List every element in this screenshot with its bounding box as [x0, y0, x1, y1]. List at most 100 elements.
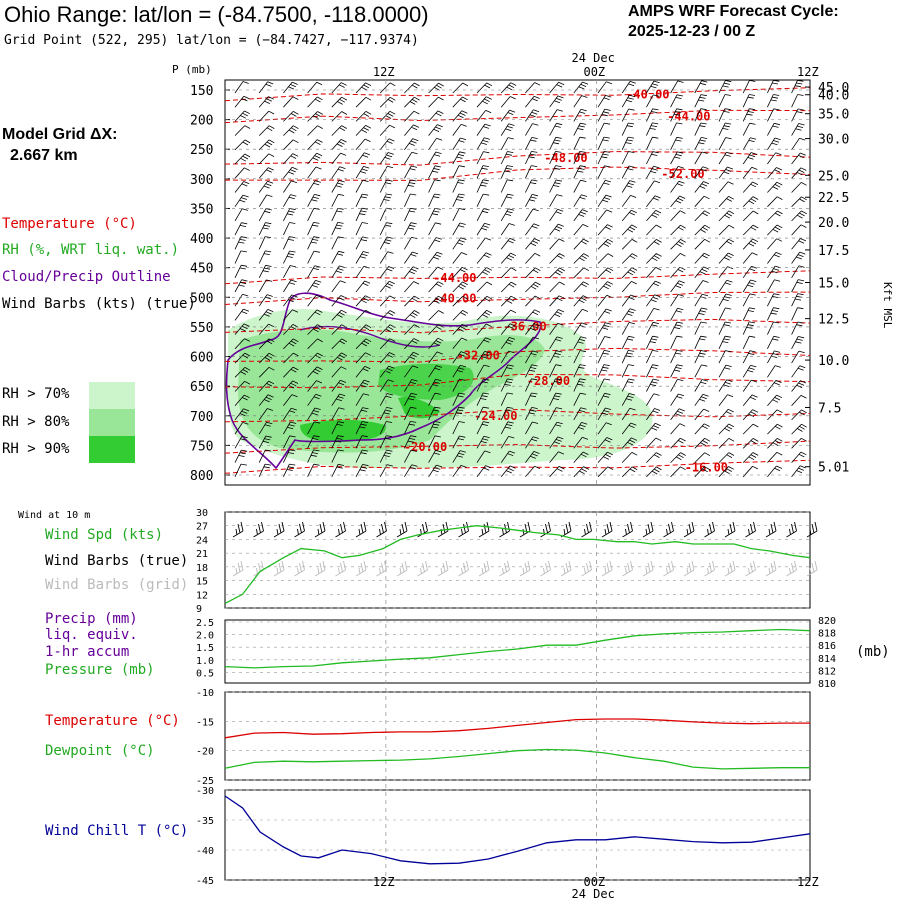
wind-barb	[355, 251, 370, 264]
wind-barb	[742, 122, 756, 136]
wind-barb	[307, 435, 320, 449]
wind-barb	[307, 152, 323, 165]
wind-barb	[621, 165, 635, 179]
wind-barb	[428, 281, 444, 293]
height-tick-label: 5.01	[818, 461, 849, 476]
wind-barb	[500, 350, 515, 364]
wind-barb	[742, 364, 757, 378]
wind-barb	[621, 108, 635, 122]
wind-barb	[767, 252, 782, 264]
wind-barb	[718, 307, 732, 321]
wind-barb	[500, 337, 516, 350]
wind-barb	[694, 437, 711, 449]
wind-barb	[791, 224, 807, 236]
wind-barb	[767, 94, 780, 108]
wind-barb	[791, 279, 805, 293]
label-precip-3: 1-hr accum	[45, 644, 130, 660]
wind-barb	[767, 293, 780, 307]
rh90-region-1	[378, 363, 474, 400]
wind-barb	[573, 108, 587, 122]
wind-barb	[379, 379, 394, 392]
wind-barb	[597, 364, 610, 378]
wind-barb	[283, 294, 298, 307]
wind-barb	[379, 266, 395, 279]
wind-barb	[476, 252, 492, 264]
wind-barb	[331, 352, 347, 364]
pressure-tick-label: 600	[190, 351, 213, 366]
wind-barb	[476, 378, 490, 392]
height-tick-label: 22.5	[818, 191, 849, 206]
y-tick-label: 12	[196, 590, 208, 601]
wind-barb	[670, 294, 685, 307]
wind-barb	[476, 237, 492, 250]
grid-point: Grid Point (522, 295) lat/lon = (−84.742…	[4, 33, 419, 48]
legend-rh: RH (%, WRT liq. wat.)	[2, 242, 180, 258]
wind-barb	[791, 238, 807, 250]
wind-barb	[694, 293, 709, 307]
wind-barb	[694, 151, 708, 165]
wind-barb	[718, 279, 733, 293]
wind-barb	[670, 364, 683, 378]
wind-barb	[646, 224, 662, 236]
wind-barb	[234, 139, 251, 151]
wind-barb	[476, 350, 491, 364]
wind-barb	[767, 394, 783, 406]
wind-barb	[331, 96, 348, 108]
wind-barb	[694, 94, 707, 108]
wind-barb	[452, 378, 466, 392]
wind-barb	[331, 82, 347, 94]
wind-barb	[549, 392, 562, 406]
wind-barb-10m-true	[601, 521, 613, 538]
wind-barb-10m-true	[745, 521, 756, 538]
wind-barb	[549, 136, 562, 150]
wind-barb	[307, 125, 323, 136]
wind-barb	[404, 207, 417, 222]
wind-barb	[404, 82, 420, 94]
series-line	[224, 718, 810, 739]
wind-barb	[791, 152, 806, 165]
wind-barb	[283, 81, 298, 94]
wind-barb	[549, 466, 565, 478]
wind-barb	[767, 321, 780, 335]
wind-barb	[500, 392, 514, 406]
wind-barb	[355, 280, 371, 293]
wind-barb-10m-true	[273, 521, 285, 538]
wind-barb-10m-grid	[478, 560, 490, 577]
wind-barb	[331, 193, 345, 207]
isotherm-line	[224, 151, 811, 166]
wind-barb	[355, 464, 369, 477]
wind-barb	[718, 350, 732, 364]
wind-barb	[742, 438, 759, 449]
wind-barb	[452, 295, 469, 307]
wind-barb	[379, 435, 393, 449]
wind-barb	[452, 96, 468, 108]
wind-barb	[428, 222, 442, 236]
wind-barb	[355, 366, 371, 378]
wind-barb	[404, 124, 420, 136]
wind-barb	[428, 237, 442, 250]
wind-barb	[258, 294, 273, 307]
wind-barb	[767, 152, 782, 165]
wind-barb	[234, 81, 249, 94]
wind-barb-10m-true	[396, 521, 408, 538]
y-tick-label: -45	[196, 876, 214, 887]
wind-barb	[670, 80, 684, 94]
wind-barb	[694, 335, 707, 349]
isotherm-line	[224, 459, 811, 474]
wind-barb	[742, 108, 756, 122]
y-tick-label: 1.0	[196, 656, 214, 667]
height-tick-label: 35.0	[818, 108, 849, 123]
wind-barb	[791, 409, 807, 421]
wind-barb	[379, 295, 396, 307]
wind-barb	[234, 181, 250, 193]
wind-barb	[500, 193, 514, 207]
wind-barb-10m-grid	[376, 560, 387, 577]
wind-barb	[283, 279, 297, 293]
wind-barb	[525, 267, 541, 279]
wind-barb	[355, 111, 372, 122]
wind-barb-10m-true	[519, 521, 531, 538]
wind-barb	[597, 267, 614, 279]
wind-barb	[258, 309, 274, 321]
pressure-tick-label: 650	[190, 380, 213, 395]
